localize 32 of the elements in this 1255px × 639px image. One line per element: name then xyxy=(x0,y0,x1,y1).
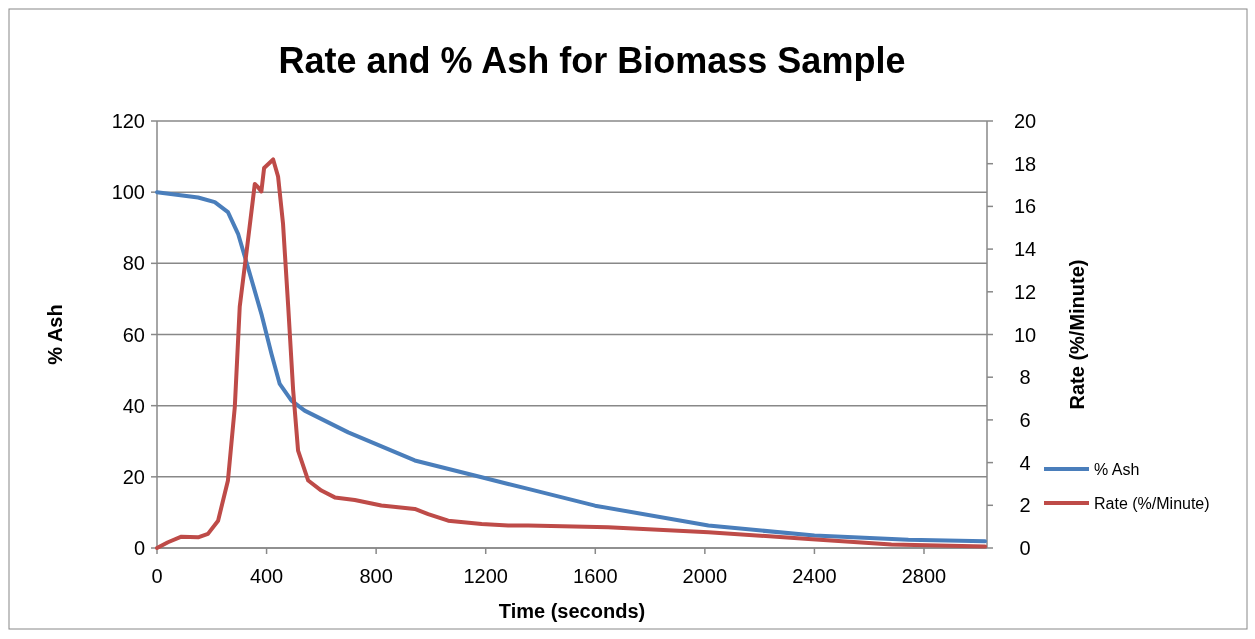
y2-tick-label: 12 xyxy=(1013,280,1037,303)
x-tick-label: 2400 xyxy=(792,565,837,587)
x-tick-label: 1200 xyxy=(463,565,508,587)
y2-tick-label: 2 xyxy=(1019,494,1031,517)
y2-tick-label: 16 xyxy=(1013,195,1037,218)
y-tick-label: 120 xyxy=(111,110,145,132)
y-tick-label: 60 xyxy=(122,323,145,346)
x-tick-label: 2800 xyxy=(901,565,947,587)
x-tick-label: 0 xyxy=(151,565,163,587)
x-tick-label: 2000 xyxy=(682,565,728,587)
x-tick-label: 1600 xyxy=(573,565,618,587)
y-tick-label: 20 xyxy=(122,465,145,488)
x-axis-title: Time (seconds) xyxy=(498,600,646,622)
y2-tick-label: 4 xyxy=(1019,451,1031,474)
y-tick-label: 100 xyxy=(111,181,145,204)
y2-tick-label: 0 xyxy=(1019,537,1031,559)
y2-axis-title: Rate (%/Minute) xyxy=(1066,259,1088,410)
x-tick-label: 800 xyxy=(359,565,393,587)
y2-tick-label: 18 xyxy=(1013,152,1037,175)
x-tick-label: 400 xyxy=(249,565,284,587)
chart-title: Rate and % Ash for Biomass Sample xyxy=(278,40,906,81)
y2-tick-label: 6 xyxy=(1019,408,1031,431)
legend-label: % Ash xyxy=(1094,461,1140,478)
y2-tick-label: 14 xyxy=(1013,238,1037,261)
legend-label: Rate (%/Minute) xyxy=(1094,495,1210,512)
y-tick-label: 40 xyxy=(122,394,145,417)
y-axis-title: % Ash xyxy=(44,304,66,365)
y2-tick-label: 20 xyxy=(1013,110,1037,132)
y-tick-label: 0 xyxy=(133,537,145,559)
y2-tick-label: 10 xyxy=(1013,323,1037,346)
y-tick-label: 80 xyxy=(122,252,145,275)
y2-tick-label: 8 xyxy=(1019,366,1031,389)
